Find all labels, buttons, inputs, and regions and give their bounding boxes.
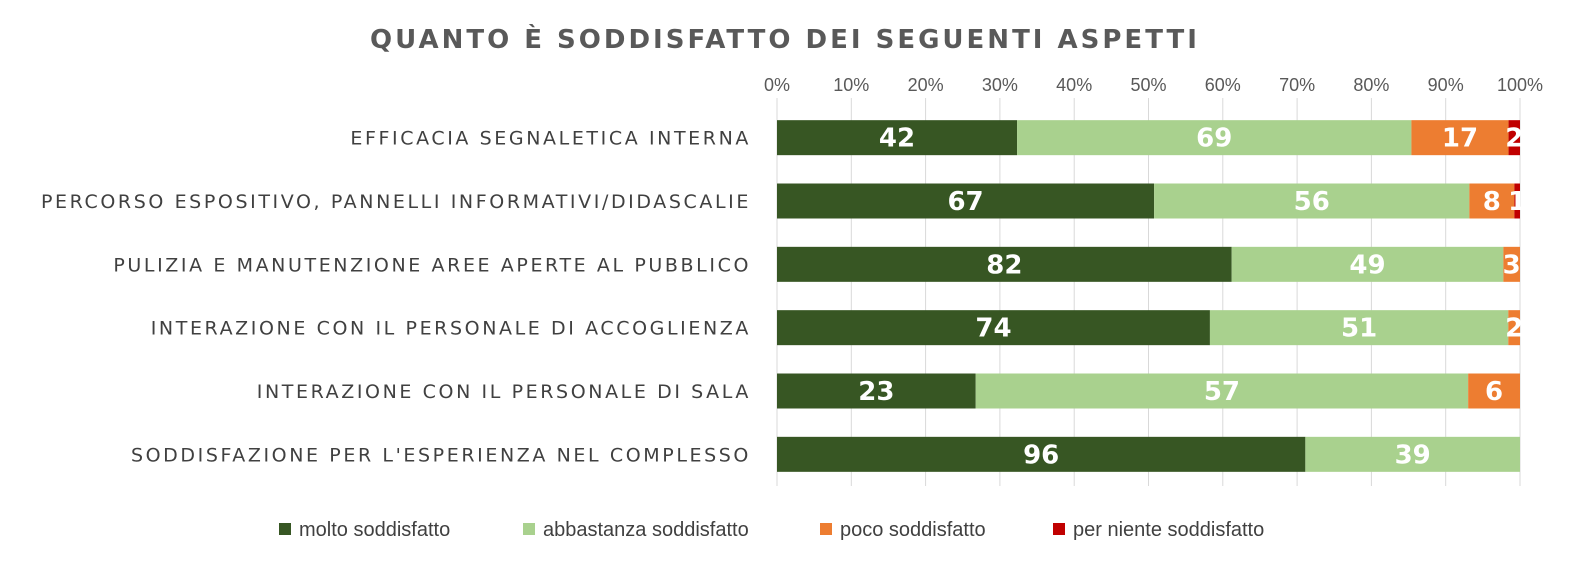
bar-segment <box>1514 183 1520 219</box>
data-label: 51 <box>1341 314 1377 344</box>
legend-item: abbastanza soddisfatto <box>523 519 749 541</box>
legend-label: poco soddisfatto <box>840 519 986 541</box>
legend-item: poco soddisfatto <box>820 519 986 541</box>
data-label: 39 <box>1395 440 1431 470</box>
bar-segment <box>975 373 1469 409</box>
x-tick-label: 0% <box>764 75 790 95</box>
data-label: 6 <box>1485 377 1503 407</box>
data-label: 17 <box>1442 124 1478 154</box>
data-label: 8 <box>1483 187 1501 217</box>
x-tick-label: 100% <box>1497 75 1543 95</box>
data-label: 74 <box>975 314 1011 344</box>
bar-segment <box>1411 120 1509 156</box>
chart-title: QUANTO È SODDISFATTO DEI SEGUENTI ASPETT… <box>370 23 1200 55</box>
bar-segment <box>1305 436 1520 472</box>
legend-swatch <box>820 523 832 535</box>
category-labels: EFFICACIA SEGNALETICA INTERNA PERCORSO ES… <box>41 128 751 467</box>
data-label: 2 <box>1505 124 1523 154</box>
bar-segment <box>777 120 1018 156</box>
category-label: INTERAZIONE CON IL PERSONALE DI SALA <box>257 381 751 403</box>
bar-segment <box>1209 310 1509 346</box>
data-labels: 42 69 17 2 67 56 8 1 82 49 3 74 51 2 23 57 6 96 39 <box>858 124 1526 471</box>
legend-swatch <box>523 523 535 535</box>
bar-segment <box>777 246 1232 282</box>
data-label: 69 <box>1196 124 1232 154</box>
legend-label: molto soddisfatto <box>299 519 450 541</box>
category-label: PULIZIA E MANUTENZIONE AREE APERTE AL PU… <box>113 254 751 276</box>
legend: molto soddisfatto abbastanza soddisfatto p… <box>279 519 1264 541</box>
bar-segment <box>777 310 1210 346</box>
bar-segment <box>777 183 1155 219</box>
x-tick-label: 50% <box>1130 75 1166 95</box>
data-label: 23 <box>858 377 894 407</box>
bar-segment <box>1469 183 1515 219</box>
data-label: 49 <box>1349 250 1385 280</box>
x-tick-label: 30% <box>982 75 1018 95</box>
legend-label: abbastanza soddisfatto <box>543 519 749 541</box>
category-label: PERCORSO ESPOSITIVO, PANNELLI INFORMATIV… <box>41 191 751 213</box>
data-label: 56 <box>1294 187 1330 217</box>
category-label: EFFICACIA SEGNALETICA INTERNA <box>350 128 751 150</box>
bar-segment <box>1017 120 1412 156</box>
x-tick-label: 20% <box>908 75 944 95</box>
x-axis-ticks: 0% 10% 20% 30% 40% 50% 60% 70% 80% 90% 100% <box>764 75 1543 95</box>
bar-segment <box>1508 310 1520 346</box>
bar-segment <box>1468 373 1520 409</box>
legend-swatch <box>1053 523 1065 535</box>
bar-segment <box>1231 246 1504 282</box>
category-label: SODDISFAZIONE PER L'ESPERIENZA NEL COMPL… <box>131 444 751 466</box>
bar-segment <box>1503 246 1520 282</box>
x-tick-label: 40% <box>1056 75 1092 95</box>
bar-segment <box>1508 120 1520 156</box>
category-label: INTERAZIONE CON IL PERSONALE DI ACCOGLIE… <box>151 318 751 340</box>
data-label: 96 <box>1023 440 1059 470</box>
bar-segment <box>1154 183 1470 219</box>
data-label: 57 <box>1204 377 1240 407</box>
gridlines <box>776 98 1521 486</box>
bar-segment <box>777 436 1306 472</box>
legend-item: per niente soddisfatto <box>1053 519 1264 541</box>
data-label: 67 <box>947 187 983 217</box>
x-tick-label: 70% <box>1279 75 1315 95</box>
data-label: 82 <box>986 250 1022 280</box>
data-label: 2 <box>1505 314 1523 344</box>
bars <box>777 120 1520 472</box>
x-tick-label: 10% <box>833 75 869 95</box>
bar-segment <box>777 373 976 409</box>
x-tick-label: 80% <box>1353 75 1389 95</box>
x-tick-label: 90% <box>1428 75 1464 95</box>
data-label: 1 <box>1508 187 1526 217</box>
legend-label: per niente soddisfatto <box>1073 519 1264 541</box>
data-label: 3 <box>1503 250 1521 280</box>
legend-swatch <box>279 523 291 535</box>
data-label: 42 <box>879 124 915 154</box>
legend-item: molto soddisfatto <box>279 519 450 541</box>
x-tick-label: 60% <box>1205 75 1241 95</box>
